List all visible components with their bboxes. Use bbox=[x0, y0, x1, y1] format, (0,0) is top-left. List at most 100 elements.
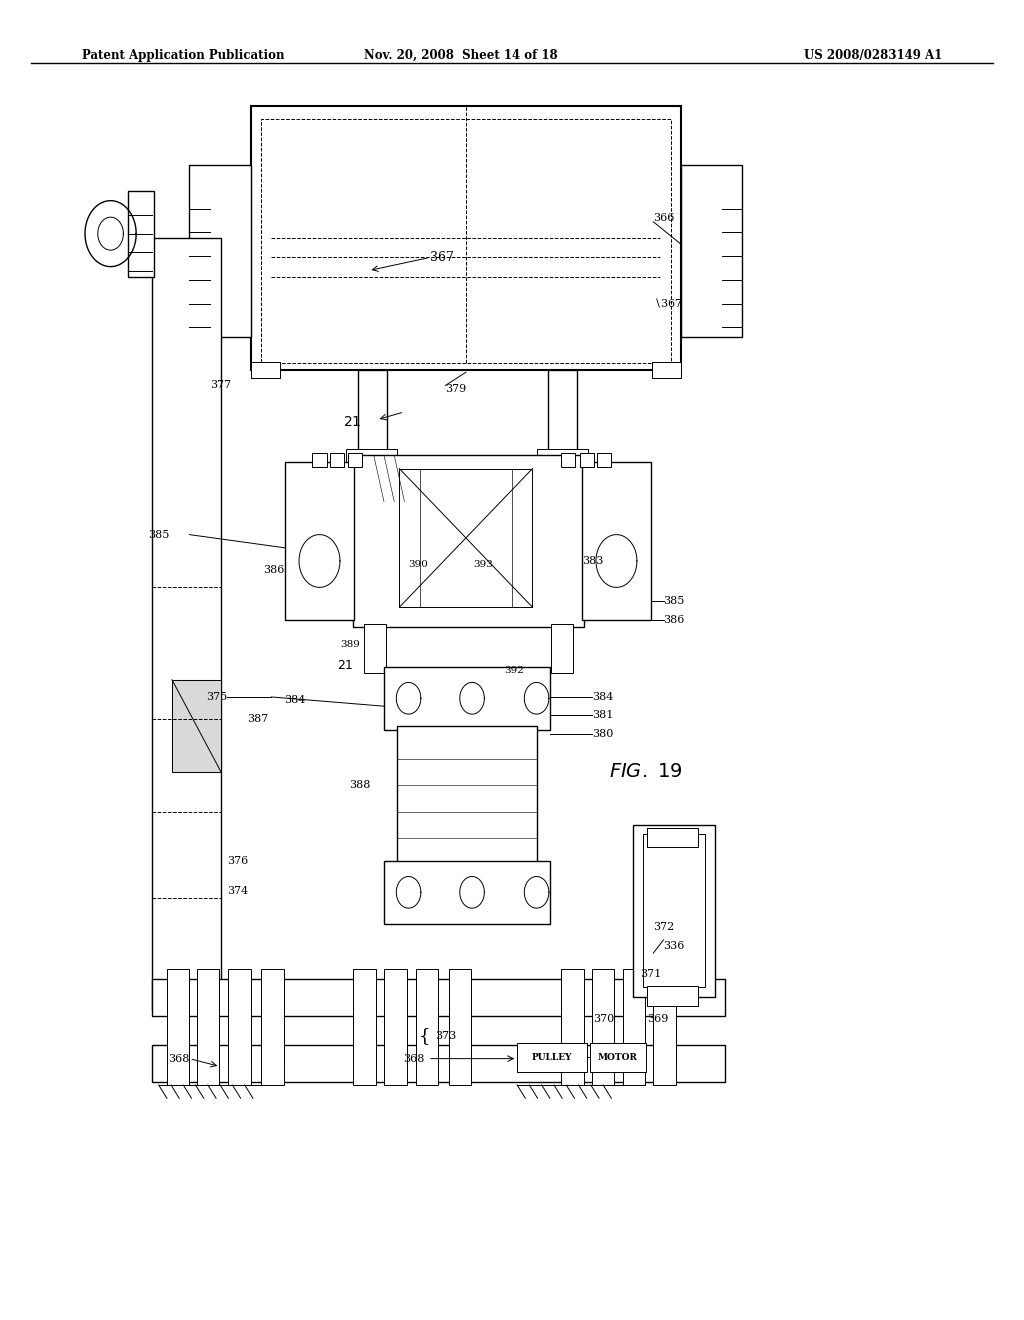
Text: PULLEY: PULLEY bbox=[531, 1053, 572, 1061]
Bar bbox=[353, 970, 376, 1063]
Bar bbox=[623, 970, 645, 1063]
Bar bbox=[167, 970, 189, 1063]
Text: 389: 389 bbox=[341, 640, 360, 648]
Bar bbox=[653, 969, 676, 1085]
Text: 385: 385 bbox=[148, 529, 170, 540]
Bar bbox=[330, 453, 344, 467]
Text: US 2008/0283149 A1: US 2008/0283149 A1 bbox=[804, 49, 942, 62]
Bar bbox=[623, 969, 645, 1085]
Polygon shape bbox=[172, 680, 221, 772]
Bar bbox=[384, 969, 407, 1085]
Text: {: { bbox=[419, 1027, 430, 1045]
Text: 386: 386 bbox=[664, 615, 685, 626]
Bar bbox=[364, 624, 386, 673]
Bar bbox=[312, 453, 327, 467]
Text: 370: 370 bbox=[593, 1014, 614, 1024]
Bar bbox=[399, 469, 532, 607]
Text: 373: 373 bbox=[435, 1031, 457, 1041]
Bar bbox=[561, 970, 584, 1063]
Text: 385: 385 bbox=[664, 595, 685, 606]
Bar bbox=[384, 970, 407, 1063]
Bar bbox=[580, 453, 594, 467]
Text: 386: 386 bbox=[263, 565, 285, 576]
Bar bbox=[251, 362, 280, 378]
Text: $\mathit{FIG.\ 19}$: $\mathit{FIG.\ 19}$ bbox=[609, 763, 683, 781]
Text: 390: 390 bbox=[408, 561, 428, 569]
Bar bbox=[228, 969, 251, 1085]
Bar bbox=[561, 453, 575, 467]
Text: 384: 384 bbox=[592, 692, 613, 702]
Bar bbox=[548, 370, 577, 455]
Bar bbox=[353, 969, 376, 1085]
Bar bbox=[189, 165, 251, 337]
Text: 379: 379 bbox=[445, 384, 467, 395]
Bar bbox=[397, 726, 537, 865]
Bar bbox=[384, 667, 550, 730]
Text: 387: 387 bbox=[247, 714, 268, 725]
Bar bbox=[261, 969, 284, 1085]
Text: $\mathit{21}$: $\mathit{21}$ bbox=[337, 659, 353, 672]
Bar bbox=[551, 624, 573, 673]
Text: MOTOR: MOTOR bbox=[598, 1053, 637, 1061]
Text: 374: 374 bbox=[227, 886, 249, 896]
Bar bbox=[346, 449, 397, 465]
Text: $\mathit{21}$: $\mathit{21}$ bbox=[343, 416, 361, 429]
Bar bbox=[582, 462, 651, 620]
Bar bbox=[197, 970, 219, 1063]
Bar bbox=[681, 165, 742, 337]
Text: 376: 376 bbox=[227, 855, 249, 866]
Text: 393: 393 bbox=[473, 561, 494, 569]
Bar bbox=[152, 1045, 725, 1082]
Text: Patent Application Publication: Patent Application Publication bbox=[82, 49, 285, 62]
Bar bbox=[592, 970, 614, 1063]
Bar bbox=[643, 834, 705, 987]
Text: 381: 381 bbox=[592, 710, 613, 721]
Bar bbox=[261, 119, 671, 363]
Bar bbox=[537, 449, 588, 465]
Bar bbox=[128, 191, 154, 277]
Bar bbox=[597, 453, 611, 467]
Bar bbox=[152, 238, 221, 1010]
Bar bbox=[416, 969, 438, 1085]
Bar bbox=[348, 453, 362, 467]
Bar bbox=[251, 106, 681, 370]
Bar bbox=[561, 969, 584, 1085]
Text: 368: 368 bbox=[403, 1053, 425, 1064]
Text: 371: 371 bbox=[640, 969, 662, 979]
Text: $\setminus$367: $\setminus$367 bbox=[653, 297, 683, 310]
Text: 384: 384 bbox=[284, 694, 305, 705]
Bar bbox=[449, 970, 471, 1063]
Bar bbox=[517, 1043, 587, 1072]
Bar bbox=[152, 979, 725, 1016]
Text: 372: 372 bbox=[653, 921, 675, 932]
Text: 375: 375 bbox=[206, 692, 227, 702]
Text: 369: 369 bbox=[647, 1014, 669, 1024]
Bar bbox=[590, 1043, 646, 1072]
Bar bbox=[197, 969, 219, 1085]
Bar bbox=[653, 970, 676, 1063]
Text: 366: 366 bbox=[653, 213, 675, 223]
Bar bbox=[358, 370, 387, 455]
Text: 380: 380 bbox=[592, 729, 613, 739]
Bar bbox=[449, 969, 471, 1085]
Text: 367: 367 bbox=[430, 251, 454, 264]
Bar bbox=[228, 970, 251, 1063]
Text: 368: 368 bbox=[168, 1053, 189, 1064]
Text: Nov. 20, 2008  Sheet 14 of 18: Nov. 20, 2008 Sheet 14 of 18 bbox=[364, 49, 558, 62]
Bar bbox=[384, 861, 550, 924]
Bar bbox=[353, 455, 584, 627]
Bar bbox=[261, 970, 284, 1063]
Bar bbox=[167, 969, 189, 1085]
Bar bbox=[647, 986, 698, 1006]
Bar bbox=[285, 462, 354, 620]
Bar bbox=[633, 825, 715, 997]
Bar bbox=[647, 828, 698, 847]
Bar bbox=[416, 970, 438, 1063]
Text: 383: 383 bbox=[582, 556, 603, 566]
Bar bbox=[652, 362, 681, 378]
Text: 336: 336 bbox=[664, 941, 685, 952]
Bar bbox=[592, 969, 614, 1085]
Text: 392: 392 bbox=[504, 667, 523, 675]
Text: 388: 388 bbox=[349, 780, 371, 791]
Text: 377: 377 bbox=[210, 380, 231, 391]
